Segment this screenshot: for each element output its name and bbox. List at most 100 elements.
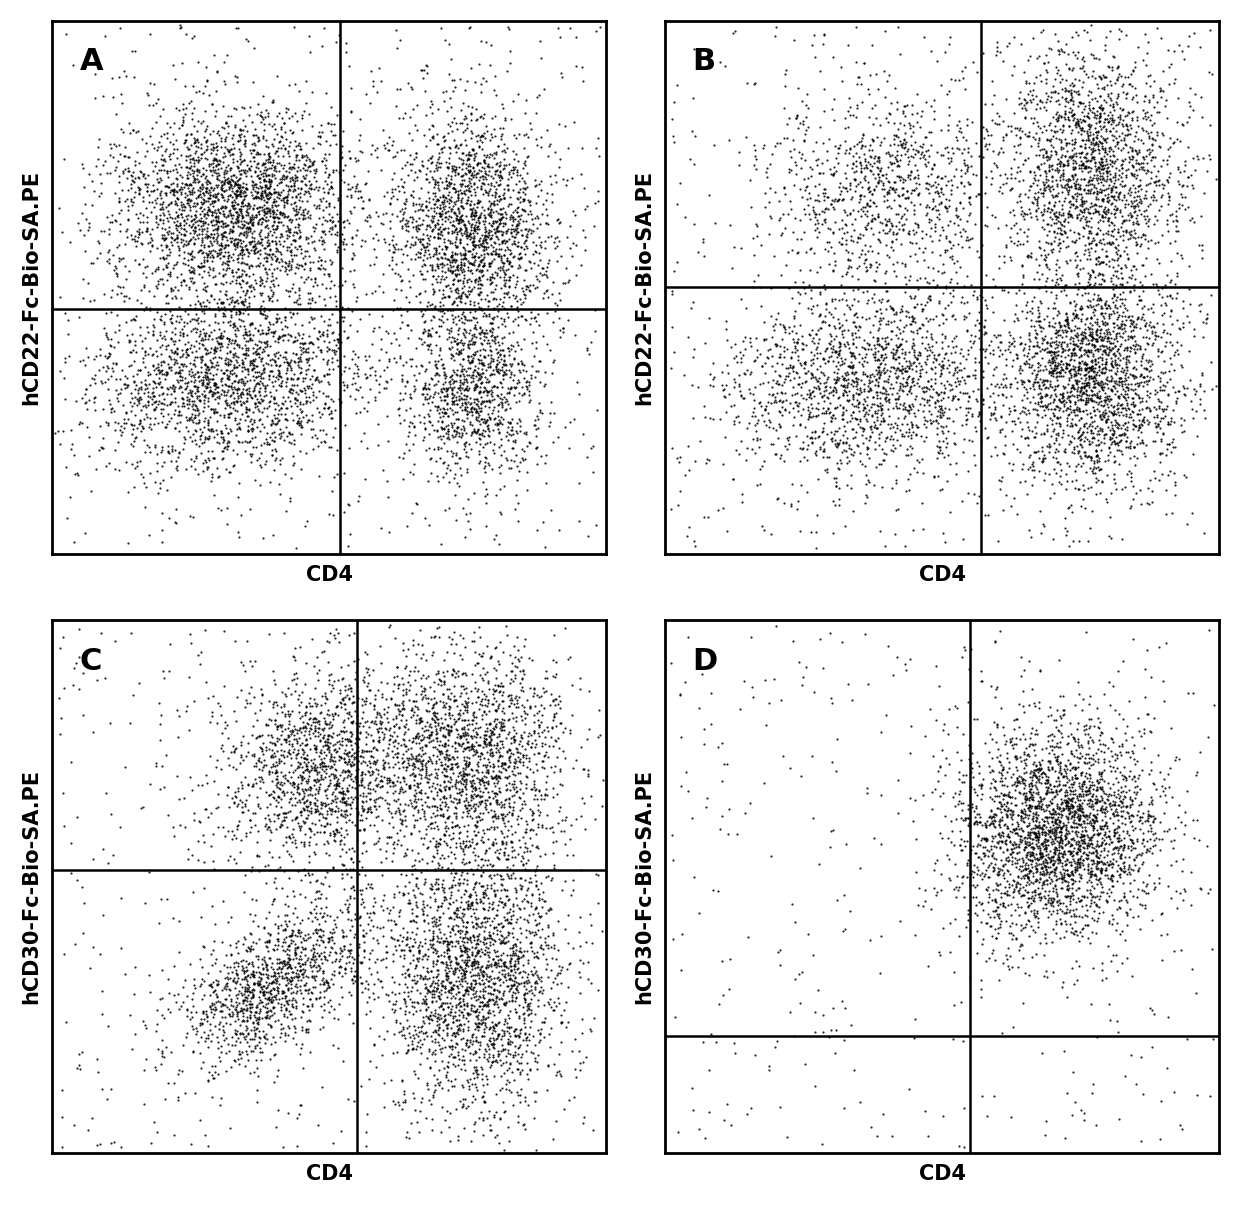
Point <box>837 181 857 200</box>
Point <box>414 254 434 274</box>
Point <box>768 374 787 393</box>
Point <box>281 358 301 377</box>
Point <box>477 760 497 780</box>
Point <box>464 1057 484 1076</box>
Point <box>1027 99 1047 118</box>
Point <box>703 369 723 388</box>
Point <box>954 358 973 377</box>
Point <box>417 225 436 245</box>
Point <box>1161 408 1180 428</box>
Point <box>818 347 838 366</box>
Point <box>1097 192 1117 211</box>
Point <box>804 200 823 219</box>
Point <box>419 245 439 264</box>
Point <box>1085 377 1105 396</box>
Point <box>531 786 551 805</box>
Point <box>1061 386 1081 405</box>
Point <box>446 282 466 301</box>
Point <box>332 987 352 1006</box>
Point <box>496 231 516 251</box>
Point <box>407 727 427 746</box>
Point <box>1114 360 1133 380</box>
Point <box>1149 445 1169 464</box>
Point <box>1143 836 1163 856</box>
Point <box>1132 255 1152 275</box>
Point <box>484 211 503 230</box>
Point <box>494 960 513 980</box>
Point <box>450 377 470 396</box>
Point <box>1121 830 1141 850</box>
Point <box>1081 851 1101 870</box>
Point <box>420 976 440 995</box>
Point <box>1073 806 1092 825</box>
Point <box>887 205 906 224</box>
Point <box>518 1095 538 1115</box>
Point <box>1109 133 1128 152</box>
Point <box>277 216 296 235</box>
Point <box>254 1027 274 1046</box>
Point <box>424 194 444 213</box>
Point <box>288 295 308 315</box>
Point <box>417 763 436 782</box>
Point <box>205 374 224 393</box>
Point <box>281 194 301 213</box>
Point <box>428 1021 448 1040</box>
Point <box>501 41 521 60</box>
Point <box>1035 739 1055 758</box>
Point <box>180 175 200 194</box>
Point <box>1130 272 1149 292</box>
Point <box>252 331 272 351</box>
Point <box>300 956 320 975</box>
Point <box>467 401 487 421</box>
Point <box>379 352 399 371</box>
Point <box>331 698 351 717</box>
Point <box>801 368 821 387</box>
Point <box>1043 201 1063 221</box>
Point <box>1080 266 1100 286</box>
Point <box>487 774 507 793</box>
Point <box>206 101 226 121</box>
Point <box>479 829 498 848</box>
Point <box>498 963 518 982</box>
Point <box>1025 399 1045 418</box>
Point <box>88 1063 108 1082</box>
Point <box>882 213 901 233</box>
Point <box>1099 208 1118 228</box>
Point <box>558 905 578 924</box>
Point <box>99 254 119 274</box>
Point <box>227 186 247 205</box>
Point <box>279 725 299 745</box>
Point <box>911 142 931 161</box>
Point <box>474 1045 494 1064</box>
Point <box>166 216 186 235</box>
Point <box>348 151 368 170</box>
Point <box>269 958 289 977</box>
Point <box>1136 876 1156 895</box>
Point <box>490 934 510 953</box>
Point <box>449 427 469 446</box>
Point <box>1073 390 1092 410</box>
Point <box>157 236 177 255</box>
Point <box>448 188 467 207</box>
Point <box>232 353 252 372</box>
Point <box>1043 240 1063 259</box>
Point <box>1035 864 1055 883</box>
Point <box>480 898 500 917</box>
Point <box>520 759 539 778</box>
Point <box>262 172 281 192</box>
Point <box>1116 797 1136 816</box>
Point <box>472 412 492 431</box>
Point <box>888 223 908 242</box>
Point <box>176 174 196 193</box>
Point <box>278 427 298 446</box>
Point <box>453 850 472 869</box>
Point <box>181 160 201 180</box>
Point <box>286 721 306 740</box>
Point <box>1024 336 1044 355</box>
Point <box>844 136 864 155</box>
Point <box>466 834 486 853</box>
Point <box>322 163 342 182</box>
Point <box>363 974 383 993</box>
Point <box>1127 107 1147 127</box>
Point <box>403 213 423 233</box>
